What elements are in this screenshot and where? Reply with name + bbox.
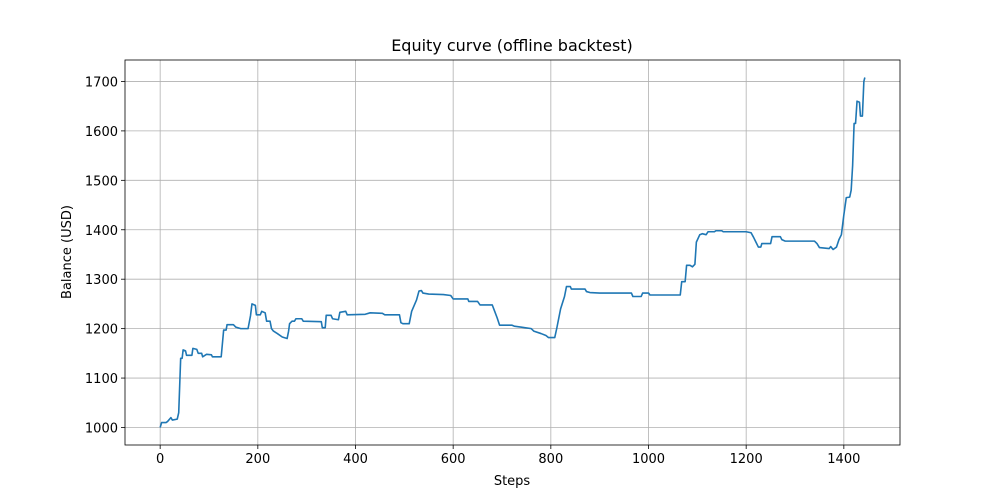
x-tick-label: 1000	[632, 452, 665, 467]
x-tick-label: 1200	[730, 452, 763, 467]
y-tick-label: 1300	[85, 273, 118, 288]
y-tick-label: 1400	[85, 224, 118, 239]
y-tick-label: 1000	[85, 422, 118, 437]
x-tick-label: 1400	[827, 452, 860, 467]
y-tick-label: 1600	[85, 125, 118, 140]
line-series	[159, 77, 866, 428]
x-tick-label: 600	[441, 452, 466, 467]
x-tick-label: 200	[245, 452, 270, 467]
y-tick-label: 1200	[85, 323, 118, 338]
x-tick-label: 400	[343, 452, 368, 467]
x-axis-label: Steps	[494, 474, 531, 489]
y-tick-label: 1100	[85, 372, 118, 387]
x-tick-label: 800	[538, 452, 563, 467]
axes-frame	[124, 59, 901, 446]
plot-area	[125, 60, 900, 445]
y-tick-label: 1700	[85, 75, 118, 90]
y-tick-label: 1500	[85, 174, 118, 189]
y-axis-label: Balance (USD)	[60, 205, 75, 299]
x-tick-label: 0	[156, 452, 164, 467]
chart-title: Equity curve (offline backtest)	[391, 36, 633, 55]
